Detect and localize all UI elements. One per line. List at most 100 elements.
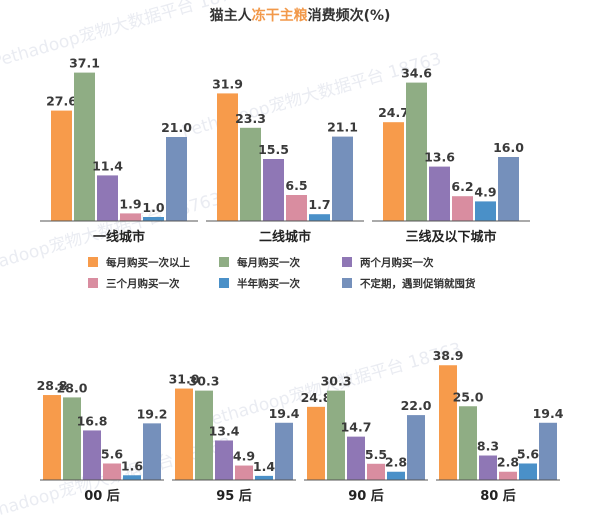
bar [519,463,537,480]
chart-title-prefix: 猫主人 [210,7,253,24]
legend-label: 每月购买一次以上 [106,256,190,269]
bar [263,159,284,221]
data-label: 28.0 [57,380,88,395]
data-label: 19.2 [137,406,168,421]
bar [429,166,450,221]
legend-swatch [219,278,229,288]
bar [215,440,233,480]
data-label: 5.6 [517,446,539,461]
bar [327,390,345,480]
bar [120,213,141,221]
bar [175,388,193,480]
bar [383,122,404,221]
data-label: 5.6 [101,446,123,461]
bar [143,423,161,480]
data-label: 30.3 [189,374,220,389]
data-label: 31.0 [169,372,200,387]
category-label: 95 后 [216,488,252,504]
bar [255,475,273,480]
data-label: 6.5 [285,178,307,193]
bar [51,110,72,221]
bar [83,430,101,480]
data-label: 1.6 [121,458,143,473]
category-label: 二线城市 [259,229,311,245]
bar [498,157,519,221]
data-label: 31.9 [212,76,243,91]
legend-label: 两个月购买一次 [360,256,434,269]
data-label: 16.8 [77,413,108,428]
bar [307,406,325,480]
bar [275,422,293,480]
data-label: 37.1 [69,56,100,71]
bar [499,471,517,480]
data-label: 38.9 [433,348,464,363]
data-label: 21.1 [327,120,358,135]
legend-swatch [219,257,229,267]
data-label: 16.0 [493,140,524,155]
data-label: 27.6 [46,94,77,109]
data-label: 22.0 [401,398,432,413]
legend-swatch [88,257,98,267]
data-label: 1.0 [142,200,164,215]
bar [479,455,497,480]
data-label: 5.5 [365,447,387,462]
bar [347,436,365,480]
data-label: 21.0 [161,120,192,135]
bar [332,136,353,221]
data-label: 14.7 [341,420,372,435]
data-label: 24.8 [301,390,332,405]
bar [103,463,121,480]
data-label: 4.9 [474,184,496,199]
bar [459,406,477,480]
legend-label: 三个月购买一次 [106,277,180,290]
generation-bar-chart: 28.828.016.85.61.619.200 后31.030.313.44.… [37,348,564,504]
category-label: 00 后 [84,488,120,504]
bar [63,397,81,480]
data-label: 25.0 [453,389,484,404]
legend-swatch [342,278,352,288]
data-label: 11.4 [92,158,123,173]
data-label: 1.7 [308,197,330,212]
bar [387,471,405,480]
data-label: 13.6 [424,150,455,165]
bar [97,175,118,221]
data-label: 19.4 [533,406,564,421]
data-label: 15.5 [258,142,289,157]
bar [240,127,261,221]
bar [309,214,330,221]
bar [286,195,307,221]
legend-label: 不定期，遇到促销就囤货 [360,277,476,290]
category-label: 三线及以下城市 [405,229,496,245]
data-label: 6.2 [451,179,473,194]
data-label: 28.8 [37,378,68,393]
legend-label: 每月购买一次 [237,256,300,269]
data-label: 1.4 [253,459,275,474]
bar [235,465,253,480]
data-label: 8.3 [477,439,499,454]
bar [407,415,425,480]
bar [143,217,164,221]
chart-title-highlight: 冻干主粮 [252,7,309,24]
data-label: 1.9 [119,196,141,211]
bar [406,82,427,221]
chart-title: 猫主人冻干主粮消费频次(%) [210,7,391,24]
bar [74,72,95,221]
bar [217,93,238,221]
data-label: 19.4 [269,406,300,421]
data-label: 2.8 [385,455,407,470]
category-label: 90 后 [348,488,384,504]
city-tier-bar-chart: 27.6 37.1 11.4 1.9 1.0 21.0 一线城市 31.9 23.3 15.5 6.… [40,56,530,245]
data-label: 24.7 [378,105,409,120]
bar [439,365,457,480]
data-label: 2.8 [497,455,519,470]
bar [166,137,187,221]
bar [539,422,557,480]
data-label: 30.3 [321,374,352,389]
data-label: 23.3 [235,111,266,126]
data-label: 13.4 [209,423,240,438]
chart-title-suffix: 消费频次(%) [308,7,391,24]
legend-swatch [342,257,352,267]
bar [452,196,473,221]
legend-swatch [88,278,98,288]
